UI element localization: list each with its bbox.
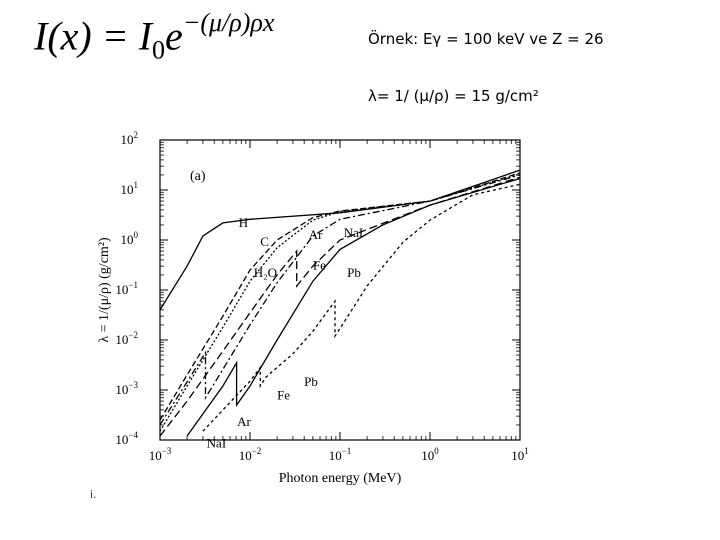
curve-label: Pb <box>304 374 318 389</box>
curve-label: NaI <box>207 436 227 451</box>
formula-equals: = <box>101 13 129 59</box>
curve-label: Fe <box>313 257 326 272</box>
curve-label: Pb <box>347 265 361 280</box>
formula-base: I <box>138 13 153 59</box>
y-tick-label: 10−3 <box>115 380 138 397</box>
x-tick-label: 10−2 <box>239 446 262 463</box>
formula-exp-base: e <box>165 13 183 59</box>
formula-base-subscript: 0 <box>152 35 166 65</box>
plot-frame <box>159 139 521 441</box>
y-tick-label: 10−4 <box>115 430 138 447</box>
y-axis-label: λ = 1/(μ/ρ) (g/cm²) <box>97 237 112 343</box>
x-tick-label: 100 <box>421 446 439 463</box>
series-line-fe <box>186 177 521 437</box>
y-tick-label: 102 <box>121 130 139 147</box>
x-tick-label: 10−1 <box>329 446 352 463</box>
page-mark: i. <box>90 488 97 501</box>
curve-label: Ar <box>309 227 323 242</box>
attenuation-formula: I(x) = I0e−(μ/ρ)ρx <box>34 10 274 65</box>
curve-label: Fe <box>277 387 290 402</box>
formula-lhs: I(x) <box>34 13 92 59</box>
series-line-nai <box>159 176 521 437</box>
x-tick-label: 101 <box>511 446 529 463</box>
example-note: Örnek: Eγ = 100 keV ve Z = 26 <box>368 30 604 48</box>
formula-exponent: −(μ/ρ)ρx <box>182 8 275 37</box>
curve-label: Ar <box>237 414 251 429</box>
curve-label: NaI <box>344 225 364 240</box>
lambda-note: λ= 1/ (μ/ρ) = 15 g/cm² <box>368 87 539 105</box>
y-tick-label: 10−1 <box>115 280 138 297</box>
curve-label: C <box>260 234 269 249</box>
series-line-pb <box>202 183 521 432</box>
attenuation-length-chart: 10−3 10−2 10−1 100 101 10−4 10−3 10−2 10−1 100 101… <box>97 130 529 486</box>
y-tick-label: 101 <box>121 180 139 197</box>
x-axis-label: Photon energy (MeV) <box>279 471 402 486</box>
panel-label: (a) <box>190 169 206 184</box>
series-line-c <box>159 172 521 421</box>
series-line-ho <box>159 173 521 432</box>
y-tick-label: 10−2 <box>115 330 138 347</box>
x-tick-label: 10−3 <box>149 446 172 463</box>
curve-label: H <box>239 215 248 230</box>
curve-label: H₂O <box>254 265 277 280</box>
y-tick-label: 100 <box>121 230 139 247</box>
